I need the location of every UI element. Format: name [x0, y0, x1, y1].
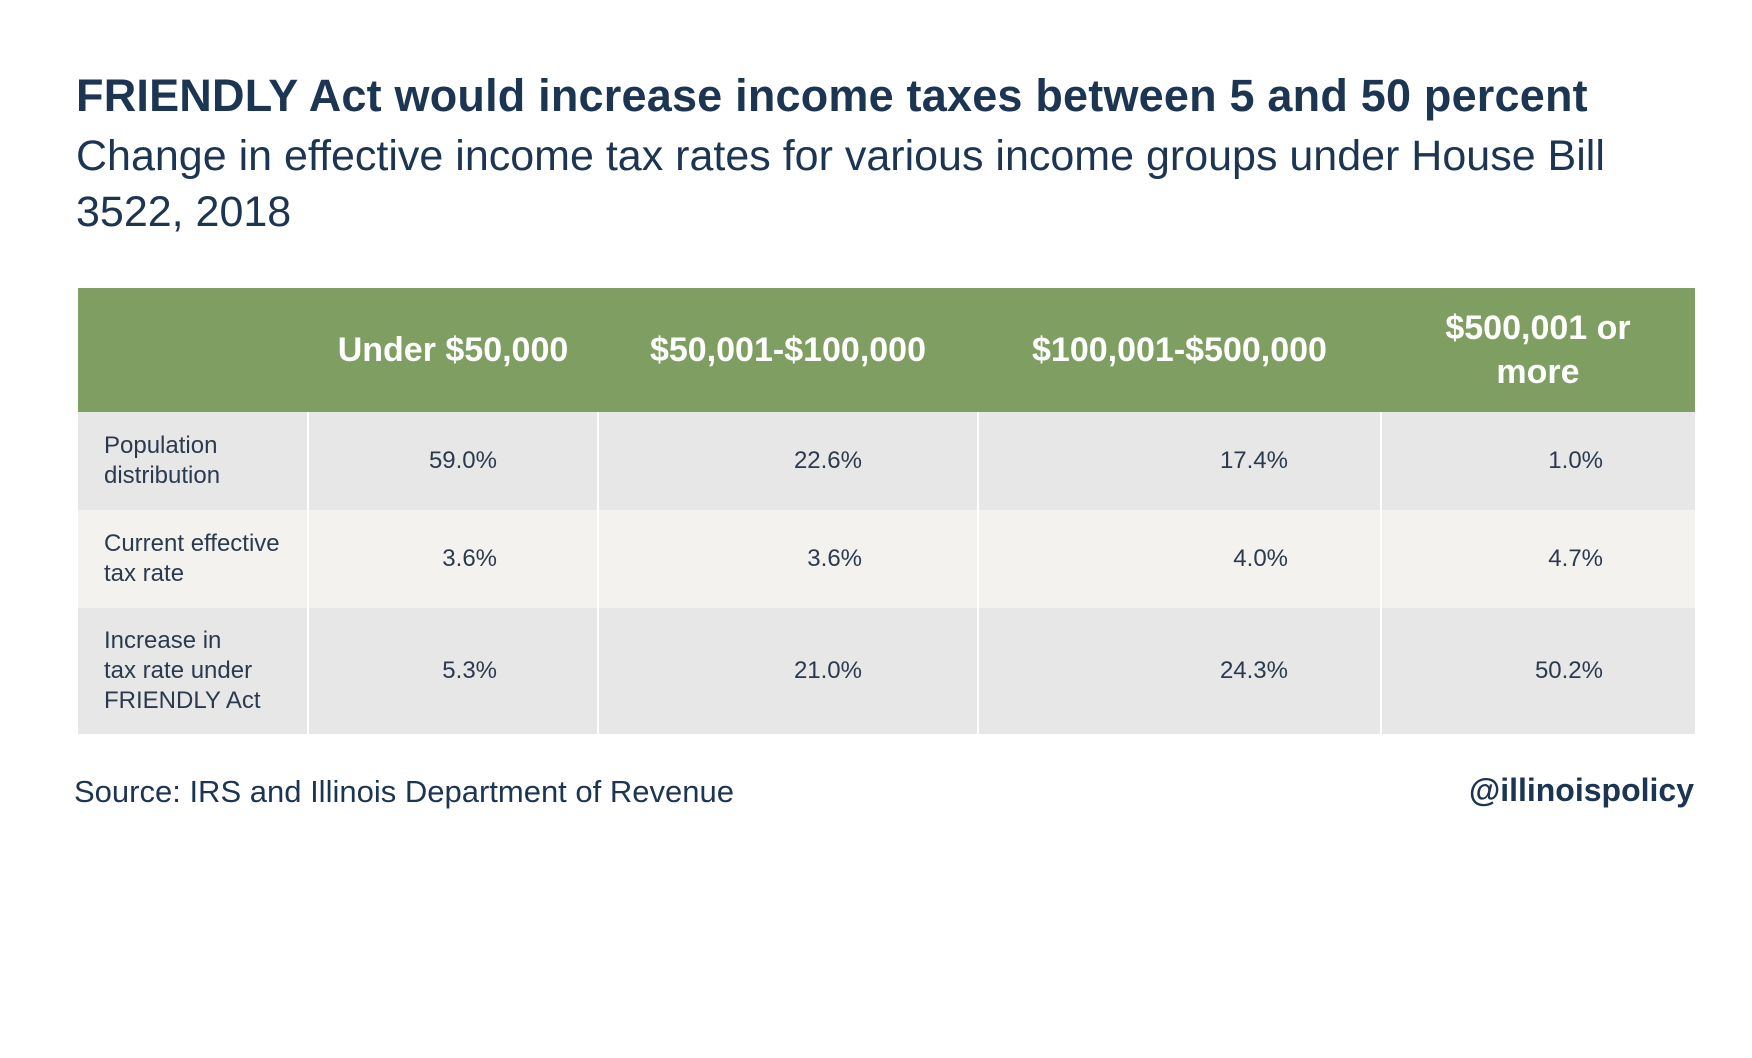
column-header-100001-500000: $100,001-$500,000 [978, 288, 1381, 412]
table-cell: 21.0% [598, 608, 979, 734]
row-label: Current effective tax rate [78, 510, 309, 608]
table-cell: 59.0% [308, 412, 599, 510]
table-cell: 4.7% [1381, 510, 1695, 608]
table-cell: 1.0% [1381, 412, 1695, 510]
table-cell: 3.6% [308, 510, 599, 608]
table-row-current-effective-tax-rate: Current effective tax rate 3.6% 3.6% 4.0… [78, 510, 1695, 608]
table-row-population-distribution: Population distribution 59.0% 22.6% 17.4… [78, 412, 1695, 510]
table-cell: 22.6% [598, 412, 979, 510]
chart-subtitle: Change in effective income tax rates for… [76, 132, 1605, 236]
data-table: Under $50,000 $50,001-$100,000 $100,001-… [78, 288, 1695, 734]
column-header-corner [78, 288, 308, 412]
column-header-under-50000: Under $50,000 [308, 288, 598, 412]
table-cell: 5.3% [308, 608, 599, 734]
table-cell: 24.3% [978, 608, 1382, 734]
column-header-50001-100000: $50,001-$100,000 [598, 288, 978, 412]
row-label: Population distribution [78, 412, 309, 510]
table-cell: 4.0% [978, 510, 1382, 608]
table-cell: 50.2% [1381, 608, 1695, 734]
social-handle[interactable]: @illinoispolicy [1468, 772, 1694, 808]
source-note: Source: IRS and Illinois Department of R… [74, 774, 734, 809]
chart-title: FRIENDLY Act would increase income taxes… [76, 70, 1588, 121]
table-cell: 3.6% [598, 510, 979, 608]
table-row-increase-in-tax-rate: Increase in tax rate under FRIENDLY Act … [78, 608, 1695, 734]
table-header-row: Under $50,000 $50,001-$100,000 $100,001-… [78, 288, 1695, 412]
row-label: Increase in tax rate under FRIENDLY Act [78, 608, 309, 734]
table-cell: 17.4% [978, 412, 1382, 510]
column-header-500001-or-more: $500,001 or more [1381, 288, 1695, 412]
